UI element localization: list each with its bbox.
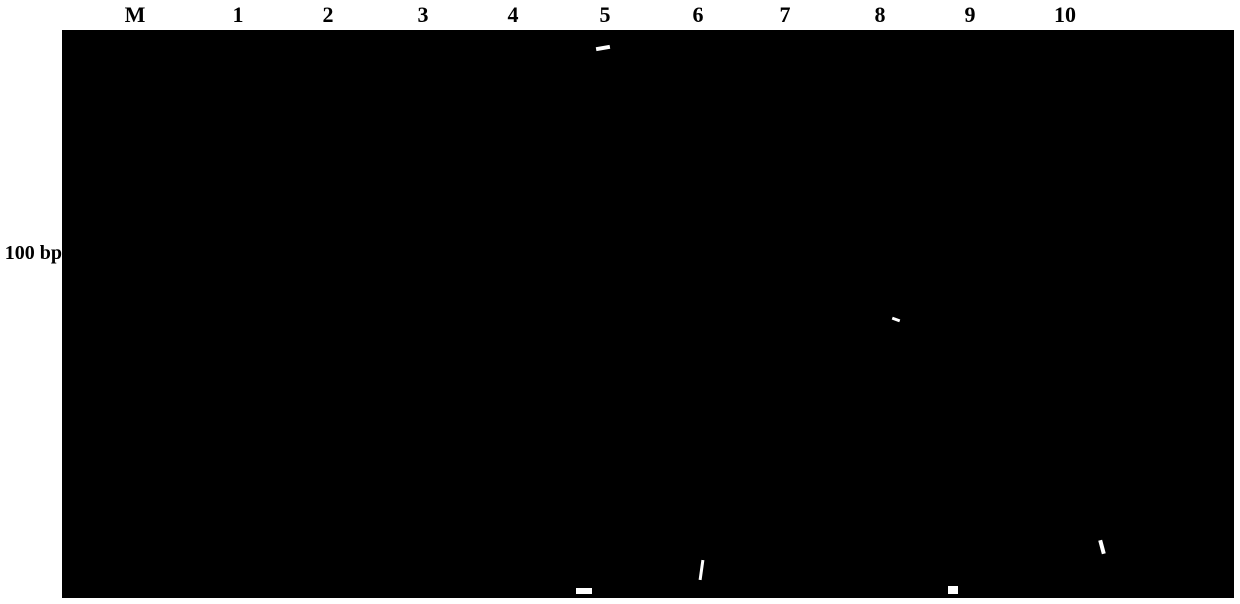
- lane-label-4: 4: [508, 2, 519, 28]
- size-marker-label: 100 bp: [0, 242, 62, 265]
- lane-label-5: 5: [600, 2, 611, 28]
- lane-label-3: 3: [418, 2, 429, 28]
- lane-label-6: 6: [693, 2, 704, 28]
- lane-label-marker: M: [125, 2, 146, 28]
- gel-image-area: [62, 30, 1234, 598]
- lane-label-8: 8: [875, 2, 886, 28]
- lane-label-2: 2: [323, 2, 334, 28]
- lane-label-9: 9: [965, 2, 976, 28]
- figure-root: M 1 2 3 4 5 6 7 8 9 10 100 bp: [0, 0, 1240, 604]
- lane-label-7: 7: [780, 2, 791, 28]
- gel-artifact: [576, 588, 592, 594]
- lane-label-10: 10: [1054, 2, 1076, 28]
- lane-label-1: 1: [233, 2, 244, 28]
- gel-artifact: [948, 586, 958, 594]
